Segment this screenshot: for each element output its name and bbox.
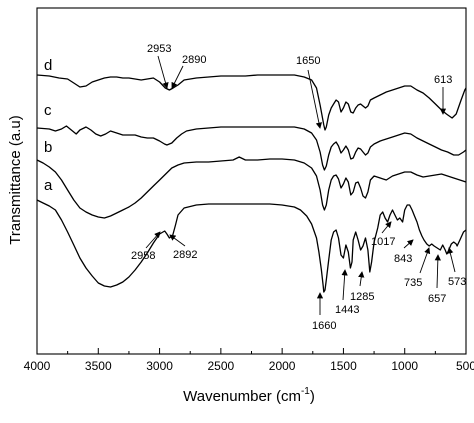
series-label-b: b bbox=[44, 139, 52, 156]
x-axis-title-main: Wavenumber (cm bbox=[183, 388, 301, 405]
series-label-d: d bbox=[44, 57, 52, 74]
annotation-arrow-1650 bbox=[307, 69, 322, 129]
annotation-arrow-1285 bbox=[358, 271, 365, 287]
x-axis: 4000 3500 3000 2500 2000 1500 1000 500 bbox=[24, 348, 474, 373]
x-tick-label-1500: 1500 bbox=[330, 359, 357, 373]
series-b-line bbox=[36, 156, 467, 219]
annotation-label-657: 657 bbox=[428, 293, 446, 305]
x-tick-label-4000: 4000 bbox=[24, 359, 51, 373]
annotation-arrow-1017 bbox=[381, 221, 392, 234]
x-tick-label-1000: 1000 bbox=[391, 359, 418, 373]
series-label-c: c bbox=[44, 102, 52, 119]
annotation-label-2892: 2892 bbox=[173, 249, 197, 261]
x-tick-label-2500: 2500 bbox=[208, 359, 235, 373]
x-axis-title-end: ) bbox=[310, 388, 315, 405]
series-label-a: a bbox=[44, 177, 53, 194]
annotation-arrow-657 bbox=[434, 254, 441, 289]
x-axis-title-superscript: -1 bbox=[301, 386, 310, 397]
annotation-label-843: 843 bbox=[394, 253, 412, 265]
annotation-arrow-2890 bbox=[171, 65, 184, 89]
y-axis-title: Transmittance (a.u) bbox=[7, 115, 24, 245]
x-axis-title: Wavenumber (cm-1) bbox=[183, 386, 315, 405]
annotation-arrow-573 bbox=[447, 247, 456, 273]
annotation-arrow-735 bbox=[419, 247, 431, 274]
series-layer: d c b a bbox=[36, 57, 467, 293]
x-tick-label-500: 500 bbox=[456, 359, 474, 373]
annotation-label-1285: 1285 bbox=[350, 291, 374, 303]
annotation-label-613: 613 bbox=[434, 74, 452, 86]
annotation-label-2953: 2953 bbox=[147, 43, 171, 55]
series-d-line bbox=[36, 74, 467, 131]
annotation-label-2890: 2890 bbox=[182, 54, 206, 66]
x-tick-label-2000: 2000 bbox=[269, 359, 296, 373]
annotation-label-1650: 1650 bbox=[296, 55, 320, 67]
plot-frame bbox=[36, 7, 467, 355]
annotation-label-573: 573 bbox=[448, 276, 466, 288]
annotation-arrow-1443 bbox=[341, 269, 348, 301]
annotation-arrow-2953 bbox=[157, 55, 169, 89]
x-tick-label-3000: 3000 bbox=[146, 359, 173, 373]
series-a-line bbox=[36, 199, 467, 293]
annotation-label-2958: 2958 bbox=[131, 250, 155, 262]
annotation-label-1443: 1443 bbox=[335, 304, 359, 316]
annotation-arrow-2892 bbox=[169, 234, 186, 247]
annotation-label-1017: 1017 bbox=[371, 236, 395, 248]
series-c-line bbox=[36, 125, 467, 171]
annotation-arrow-843 bbox=[403, 239, 414, 249]
annotation-label-1660: 1660 bbox=[312, 320, 336, 332]
annotation-label-735: 735 bbox=[404, 277, 422, 289]
x-tick-label-3500: 3500 bbox=[85, 359, 112, 373]
annotation-arrow-2958 bbox=[145, 231, 161, 249]
